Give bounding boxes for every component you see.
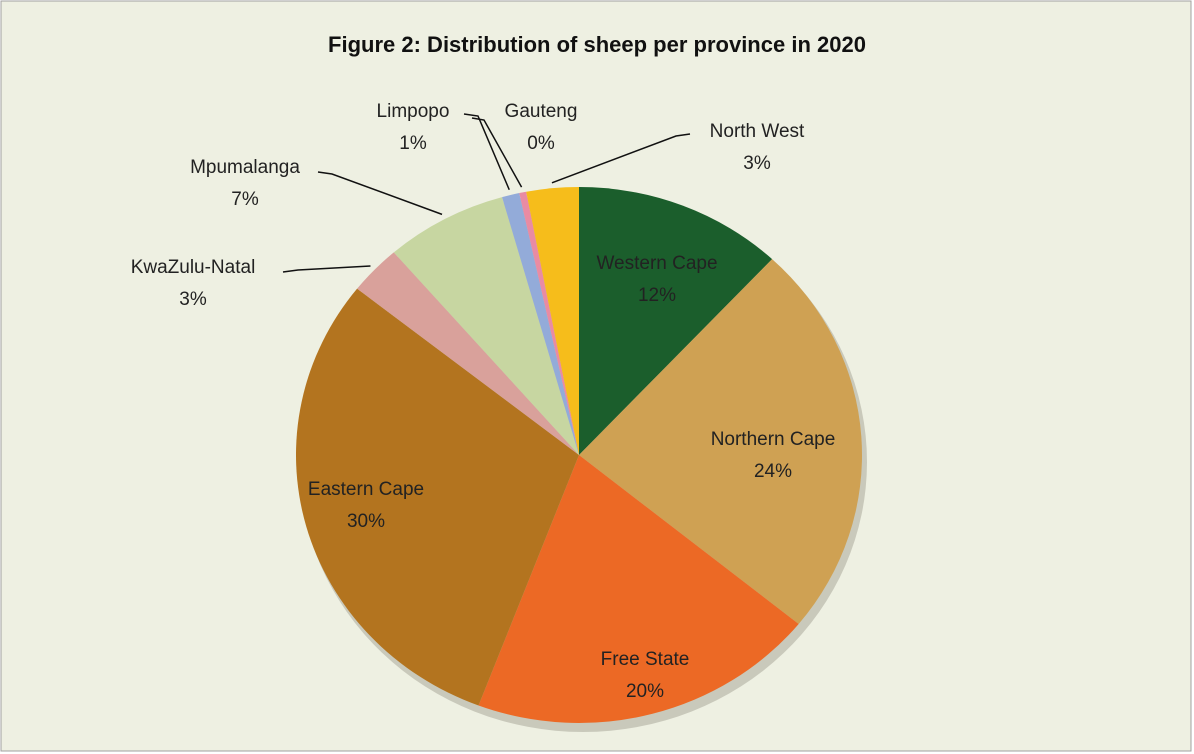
value-label: 30% [347,511,385,532]
value-label: 3% [743,153,771,174]
pie-slice [579,187,773,455]
pie-slice [478,455,799,723]
leader-line [471,117,523,188]
pie-slice [526,187,579,455]
leader-line [317,171,443,216]
pie-slice [519,191,579,455]
slice-label: Western Cape [596,253,717,274]
slice-label: North West [710,121,805,142]
slice-label: KwaZulu-Natal [131,257,256,278]
chart-title: Figure 2: Distribution of sheep per prov… [328,32,866,57]
leader-line [282,265,371,273]
pie-slice [502,193,579,455]
slice-label: Gauteng [505,101,578,122]
pie-slice [357,252,579,455]
leader-line [463,113,510,191]
value-label: 0% [527,133,555,154]
slice-label: Free State [601,649,690,670]
value-label: 1% [399,133,427,154]
pie-slice [393,197,579,455]
value-label: 24% [754,461,792,482]
slice-label: Mpumalanga [190,157,300,178]
value-label: 3% [179,289,207,310]
slice-label: Eastern Cape [308,479,424,500]
value-label: 20% [626,681,664,702]
pie-slice [295,288,579,706]
slice-label: Limpopo [377,101,450,122]
value-label: 7% [231,189,259,210]
value-label: 12% [638,285,676,306]
slice-label: Northern Cape [711,429,836,450]
leader-line [551,133,691,184]
pie-slice [579,259,862,624]
